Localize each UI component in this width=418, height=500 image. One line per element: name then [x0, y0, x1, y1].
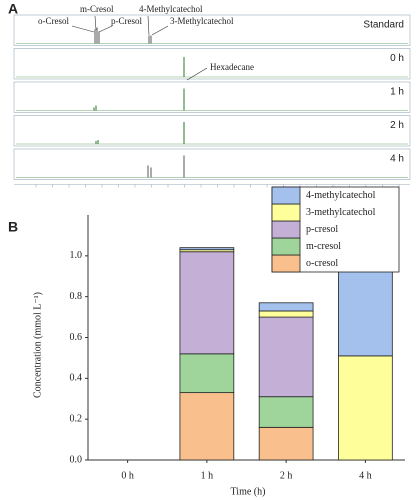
trace-label: 4 h: [390, 154, 404, 165]
trace-frame: [13, 115, 411, 147]
legend-swatch: [271, 237, 301, 256]
arrow: [147, 15, 150, 36]
peak-label: 4-Methylcatechol: [139, 4, 203, 14]
trace-frame: [13, 48, 411, 80]
y-tick-label: 1.0: [70, 250, 83, 261]
bar-segment: [179, 247, 235, 251]
legend-label: p-cresol: [306, 224, 338, 235]
trace-frame: [13, 14, 411, 46]
legend-label: o-cresol: [306, 258, 338, 269]
peak-label: m-Cresol: [80, 4, 114, 14]
trace-frame: [13, 81, 411, 113]
arrow: [94, 15, 97, 31]
peak-label: p-Cresol: [111, 16, 142, 26]
legend-swatch: [271, 203, 301, 222]
y-tick-label: 0.6: [70, 332, 83, 343]
legend-swatch: [271, 220, 301, 239]
x-tick-label: 2 h: [280, 470, 293, 481]
legend-label: 4-methylcatechol: [306, 190, 376, 201]
bar-segment: [258, 426, 314, 461]
trace-label: 1 h: [390, 87, 404, 98]
y-tick-label: 0.2: [70, 413, 83, 424]
peak-label: Hexadecane: [210, 62, 254, 72]
bar-segment: [258, 316, 314, 398]
arrow: [98, 25, 113, 33]
peak-label: o-Cresol: [38, 16, 69, 26]
trace-label: 2 h: [390, 120, 404, 131]
y-tick-label: 0.0: [70, 454, 83, 465]
arrow: [186, 67, 208, 81]
peak-label: 3-Methylcatechol: [170, 16, 234, 26]
bar-segment: [258, 310, 314, 318]
legend-label: m-cresol: [306, 241, 341, 252]
bar-segment: [179, 251, 235, 355]
legend-swatch: [271, 254, 301, 273]
trace-label: 0 h: [390, 53, 404, 64]
bar-segment: [258, 396, 314, 428]
x-tick-label: 4 h: [359, 470, 372, 481]
x-tick-label: 1 h: [201, 470, 214, 481]
trace-label: Standard: [363, 20, 404, 31]
x-tick-label: 0 h: [121, 470, 134, 481]
bar-segment: [338, 355, 393, 461]
legend-swatch: [271, 186, 301, 205]
legend-label: 3-methylcatechol: [306, 207, 376, 218]
arrow: [71, 25, 95, 33]
bar-segment: [258, 302, 314, 312]
y-axis-label: Concentration (mmol L⁻¹): [32, 292, 43, 398]
panel-label: A: [8, 1, 18, 17]
y-tick-label: 0.4: [70, 373, 83, 384]
arrow: [151, 25, 169, 36]
panel-label: B: [8, 219, 18, 235]
bar-segment: [179, 392, 235, 461]
x-axis-label: Time (h): [231, 486, 266, 497]
y-tick-label: 0.8: [70, 291, 83, 302]
bar-segment: [179, 353, 235, 394]
trace-frame: [13, 148, 411, 180]
bar-segment: [338, 267, 393, 357]
